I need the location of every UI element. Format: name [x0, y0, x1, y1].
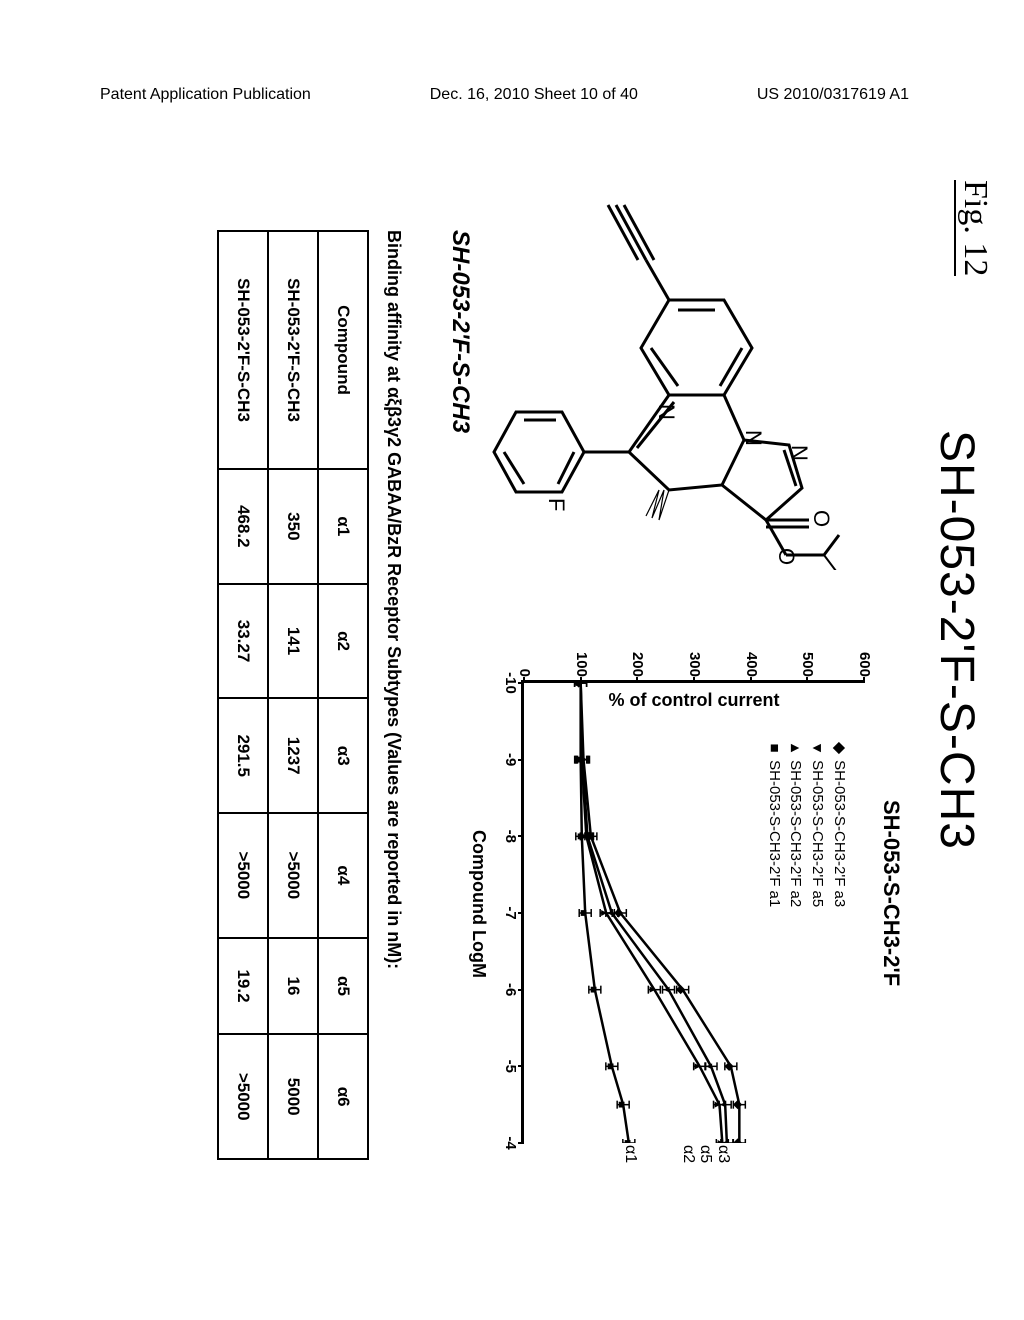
- chemical-structure: N N N O O F: [484, 190, 884, 570]
- svg-text:N: N: [654, 404, 679, 420]
- table-cell: 141: [268, 584, 318, 699]
- table-cell: 5000: [268, 1034, 318, 1159]
- figure-wrap: Fig. 12 SH-053-2'F-S-CH3: [40, 180, 984, 1220]
- x-tick-label: -6: [502, 983, 519, 996]
- y-tick-label: 400: [743, 643, 760, 677]
- page-header: Patent Application Publication Dec. 16, …: [0, 86, 1024, 104]
- table-cell: 1237: [268, 698, 318, 813]
- legend-item: ▴ SH-053-S-CH3-2'F a2: [787, 740, 805, 907]
- table-cell: 350: [268, 469, 318, 584]
- table-header-cell: α5: [318, 938, 368, 1035]
- table-cell: SH-053-2'F-S-CH3: [268, 231, 318, 469]
- header-right: US 2010/0317619 A1: [757, 86, 909, 104]
- x-tick-label: -9: [502, 753, 519, 766]
- x-tick-label: -8: [502, 830, 519, 843]
- table-caption: Binding affinity at αξβ3γ2 GABAA/BzR Rec…: [383, 230, 404, 969]
- table-header-cell: Compound: [318, 231, 368, 469]
- table-row: SH-053-2'F-S-CH33501411237>5000165000: [268, 231, 318, 1159]
- dose-response-chart: SH-053-S-CH3-2'F % of control current Co…: [444, 600, 904, 1160]
- svg-text:O: O: [774, 548, 799, 565]
- svg-text:O: O: [809, 510, 834, 527]
- y-tick-label: 300: [686, 643, 703, 677]
- legend-item: ◆ SH-053-S-CH3-2'F a3: [831, 740, 849, 907]
- table-row: SH-053-2'F-S-CH3468.233.27291.5>500019.2…: [218, 231, 268, 1159]
- header-middle: Dec. 16, 2010 Sheet 10 of 40: [430, 86, 638, 104]
- table-header-cell: α3: [318, 698, 368, 813]
- table-header-cell: α2: [318, 584, 368, 699]
- legend-item: ▾ SH-053-S-CH3-2'F a5: [809, 740, 827, 907]
- table-cell: >5000: [268, 813, 318, 938]
- main-title: SH-053-2'F-S-CH3: [929, 430, 984, 850]
- molecule-caption: SH-053-2'F-S-CH3: [446, 230, 474, 433]
- table-cell: 33.27: [218, 584, 268, 699]
- svg-text:N: N: [787, 445, 812, 461]
- x-tick-label: -5: [502, 1060, 519, 1073]
- table-header-cell: α6: [318, 1034, 368, 1159]
- table-header-cell: α4: [318, 813, 368, 938]
- series-end-label: α1: [621, 1145, 639, 1163]
- svg-text:N: N: [741, 430, 766, 446]
- y-tick-label: 100: [573, 643, 590, 677]
- binding-affinity-table: Compoundα1α2α3α4α5α6 SH-053-2'F-S-CH3350…: [217, 230, 369, 1160]
- chart-xlabel: Compound LogM: [468, 830, 489, 978]
- table-cell: SH-053-2'F-S-CH3: [218, 231, 268, 469]
- y-tick-label: 500: [799, 643, 816, 677]
- table-cell: 468.2: [218, 469, 268, 584]
- x-tick-label: -7: [502, 906, 519, 919]
- svg-text:F: F: [544, 498, 569, 511]
- chart-legend: ◆ SH-053-S-CH3-2'F a3▾ SH-053-S-CH3-2'F …: [762, 740, 849, 907]
- series-end-label: α3: [714, 1145, 732, 1163]
- table-cell: >5000: [218, 813, 268, 938]
- series-end-label: α5: [696, 1145, 714, 1163]
- chart-title: SH-053-S-CH3-2'F: [878, 800, 904, 986]
- x-tick-label: -4: [502, 1136, 519, 1149]
- y-tick-label: 200: [629, 643, 646, 677]
- table-cell: 291.5: [218, 698, 268, 813]
- x-tick-label: -10: [502, 672, 519, 694]
- table-cell: 19.2: [218, 938, 268, 1035]
- series-end-label: α2: [679, 1145, 697, 1163]
- legend-item: ■ SH-053-S-CH3-2'F a1: [766, 740, 783, 907]
- table-cell: 16: [268, 938, 318, 1035]
- y-tick-label: 600: [856, 643, 873, 677]
- table-cell: >5000: [218, 1034, 268, 1159]
- table-header-cell: α1: [318, 469, 368, 584]
- figure-label: Fig. 12: [954, 180, 994, 276]
- header-left: Patent Application Publication: [100, 86, 311, 104]
